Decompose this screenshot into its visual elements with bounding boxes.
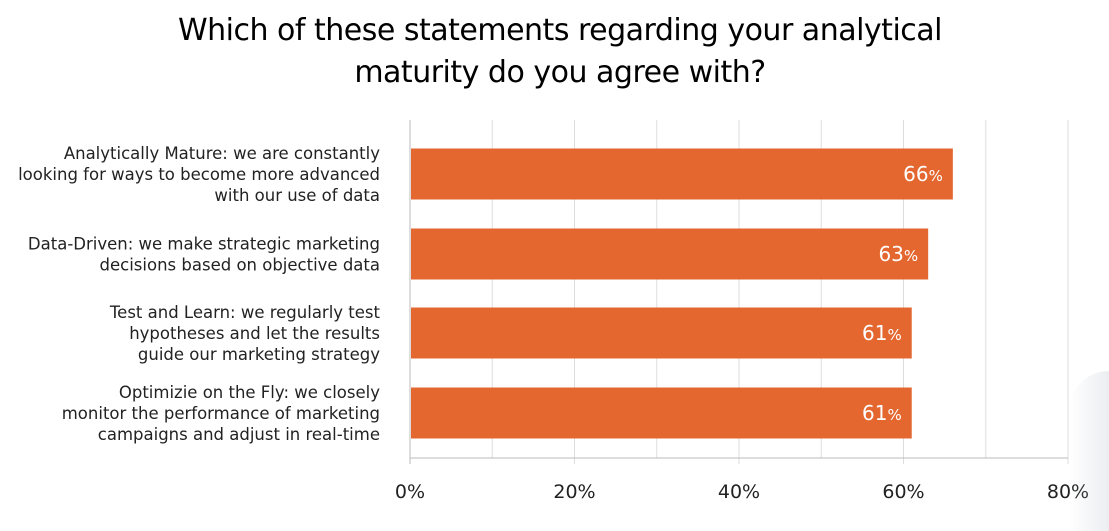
- category-label: Analytically Mature: we are constantly lo…: [18, 144, 380, 205]
- data-label: 63%: [878, 242, 918, 266]
- data-label: 61%: [862, 401, 902, 425]
- bar: [411, 387, 912, 439]
- x-tick-label: 80%: [1047, 481, 1089, 503]
- chart-title-line-2: maturity do you agree with?: [354, 55, 766, 90]
- bar: [411, 148, 953, 200]
- category-label: Test and Learn: we regularly test hypothe…: [109, 303, 381, 364]
- category-label: Optimizie on the Fly: we closely monitor …: [62, 383, 380, 444]
- bar-layer: 66% 63% 61% 61%: [411, 148, 953, 439]
- data-label: 61%: [862, 321, 902, 345]
- tick-layer: 0% 20% 40% 60% 80%: [395, 481, 1089, 503]
- x-tick-label: 0%: [395, 481, 425, 503]
- x-tick-label: 20%: [553, 481, 595, 503]
- bar: [411, 307, 912, 359]
- category-label: Data-Driven: we make strategic marketing…: [28, 235, 380, 275]
- label-layer: Analytically Mature: we are constantly lo…: [18, 144, 380, 444]
- data-label: 66%: [903, 162, 943, 186]
- chart-title-line-1: Which of these statements regarding your…: [178, 13, 943, 48]
- bar: [411, 228, 929, 280]
- page-edge-shadow: [1069, 371, 1109, 531]
- x-tick-label: 60%: [882, 481, 924, 503]
- x-tick-label: 40%: [718, 481, 760, 503]
- chart-title: Which of these statements regarding your…: [0, 10, 1109, 94]
